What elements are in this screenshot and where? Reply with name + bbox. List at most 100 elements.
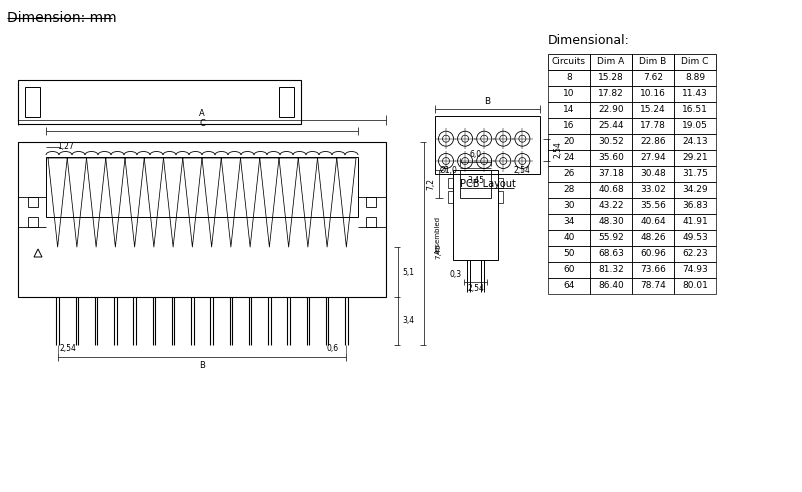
Bar xyxy=(673,134,715,150)
Text: 78.74: 78.74 xyxy=(639,281,665,290)
Bar xyxy=(673,262,715,278)
Bar xyxy=(497,191,502,203)
Bar xyxy=(452,170,497,260)
Text: 25.44: 25.44 xyxy=(597,122,623,130)
Text: 17.82: 17.82 xyxy=(597,90,623,98)
Text: 3,4: 3,4 xyxy=(402,316,414,326)
Bar xyxy=(631,134,673,150)
Text: 35.56: 35.56 xyxy=(639,202,665,211)
Bar xyxy=(631,278,673,294)
Bar xyxy=(448,178,452,188)
Bar xyxy=(18,80,301,124)
Bar xyxy=(28,217,38,227)
Text: B: B xyxy=(484,96,490,105)
Text: 36.83: 36.83 xyxy=(681,202,707,211)
Bar xyxy=(46,157,358,217)
Text: 17.78: 17.78 xyxy=(639,122,665,130)
Bar xyxy=(547,134,589,150)
Text: 16.51: 16.51 xyxy=(681,105,707,115)
Bar xyxy=(589,54,631,70)
Text: 49.53: 49.53 xyxy=(681,234,707,243)
Text: 8: 8 xyxy=(565,73,571,83)
Text: C: C xyxy=(199,120,205,128)
Bar xyxy=(28,197,38,207)
Bar xyxy=(631,198,673,214)
Bar xyxy=(589,102,631,118)
Bar xyxy=(547,214,589,230)
Bar xyxy=(673,182,715,198)
Bar xyxy=(547,198,589,214)
Text: Circuits: Circuits xyxy=(551,58,585,66)
Text: 29.21: 29.21 xyxy=(682,154,707,162)
Text: 34: 34 xyxy=(563,217,574,226)
Text: 2,54: 2,54 xyxy=(513,165,530,175)
Bar xyxy=(673,118,715,134)
Bar xyxy=(673,198,715,214)
Text: 55.92: 55.92 xyxy=(597,234,623,243)
Text: 2,54: 2,54 xyxy=(553,141,561,158)
Text: 64: 64 xyxy=(563,281,574,290)
Bar xyxy=(278,87,294,117)
Bar xyxy=(589,230,631,246)
Bar xyxy=(631,118,673,134)
Bar xyxy=(589,134,631,150)
Text: 3,45: 3,45 xyxy=(467,176,484,184)
Bar xyxy=(18,142,386,297)
Text: 26: 26 xyxy=(563,170,574,179)
Text: 0,6: 0,6 xyxy=(326,343,338,352)
Text: 0,3: 0,3 xyxy=(449,270,461,278)
Bar xyxy=(631,230,673,246)
Bar xyxy=(673,86,715,102)
Text: 80.01: 80.01 xyxy=(681,281,707,290)
Text: 40.64: 40.64 xyxy=(639,217,665,226)
Text: Assembled: Assembled xyxy=(435,216,440,254)
Text: 35.60: 35.60 xyxy=(597,154,623,162)
Text: 15.28: 15.28 xyxy=(597,73,623,83)
Bar xyxy=(673,278,715,294)
Text: 40.68: 40.68 xyxy=(597,185,623,194)
Bar xyxy=(547,230,589,246)
Bar xyxy=(547,182,589,198)
Bar xyxy=(589,118,631,134)
Text: 50: 50 xyxy=(562,249,574,258)
Bar xyxy=(547,70,589,86)
Text: 33.02: 33.02 xyxy=(639,185,665,194)
Bar xyxy=(631,102,673,118)
Bar xyxy=(589,166,631,182)
Text: B: B xyxy=(199,361,205,369)
Bar xyxy=(631,246,673,262)
Bar xyxy=(589,150,631,166)
Text: 1,27: 1,27 xyxy=(58,143,75,152)
Bar xyxy=(631,54,673,70)
Bar xyxy=(589,70,631,86)
Bar xyxy=(673,54,715,70)
Text: 7,2: 7,2 xyxy=(426,178,435,190)
Text: 68.63: 68.63 xyxy=(597,249,623,258)
Bar xyxy=(673,166,715,182)
Bar xyxy=(673,102,715,118)
Bar xyxy=(631,262,673,278)
Text: 30.48: 30.48 xyxy=(639,170,665,179)
Bar xyxy=(547,118,589,134)
Bar xyxy=(589,182,631,198)
Bar xyxy=(589,278,631,294)
Bar xyxy=(366,197,375,207)
Bar xyxy=(547,86,589,102)
Text: 15.24: 15.24 xyxy=(639,105,665,115)
Text: 74.93: 74.93 xyxy=(681,266,707,275)
Bar xyxy=(673,230,715,246)
Bar xyxy=(589,198,631,214)
Text: 60.96: 60.96 xyxy=(639,249,665,258)
Bar xyxy=(497,178,502,188)
Text: 5,1: 5,1 xyxy=(402,268,414,277)
Text: 48.26: 48.26 xyxy=(639,234,665,243)
Bar xyxy=(547,166,589,182)
Text: 86.40: 86.40 xyxy=(597,281,623,290)
Text: 34.29: 34.29 xyxy=(682,185,707,194)
Text: 2,54: 2,54 xyxy=(59,343,76,352)
Bar xyxy=(631,70,673,86)
Text: 60: 60 xyxy=(562,266,574,275)
Bar xyxy=(547,54,589,70)
Bar xyxy=(673,150,715,166)
Bar xyxy=(631,182,673,198)
